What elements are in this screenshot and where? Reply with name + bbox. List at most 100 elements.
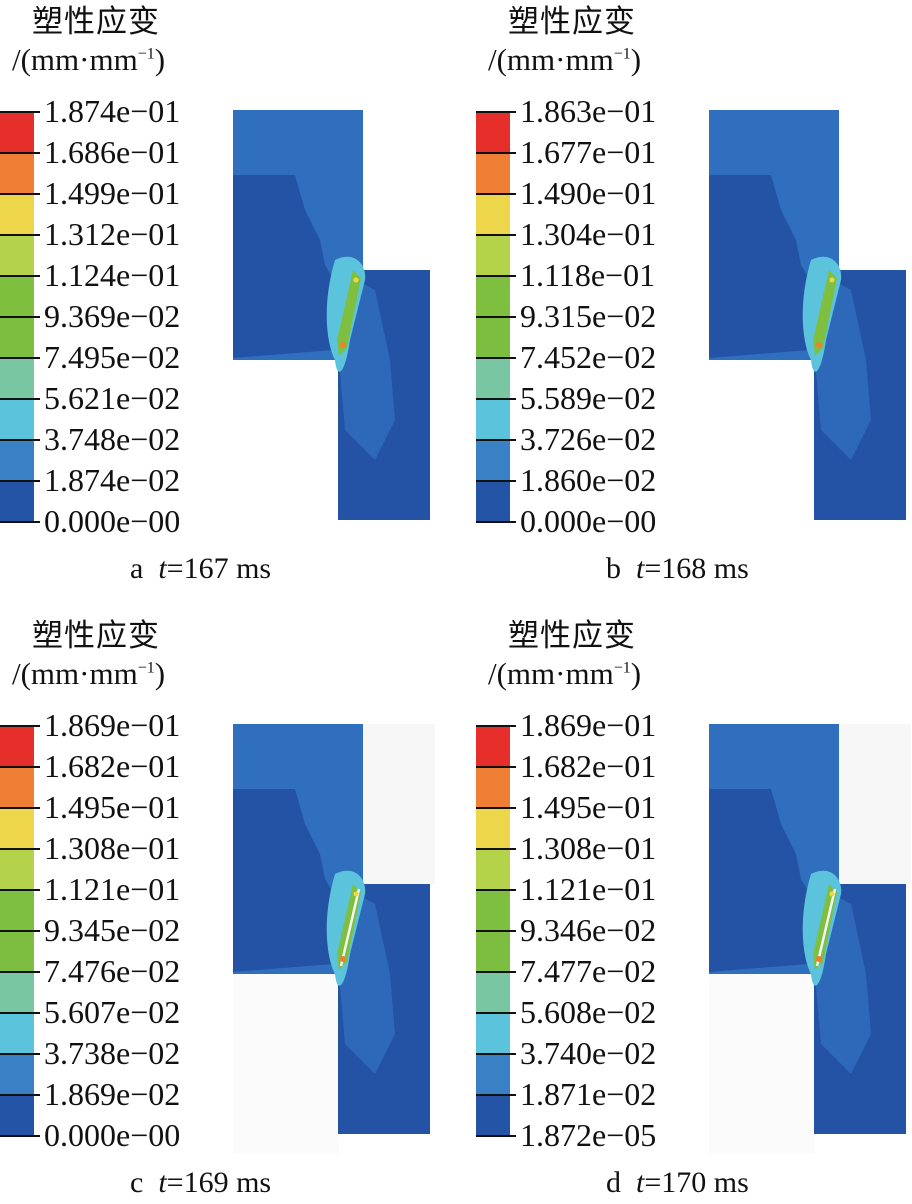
colorbar-tick xyxy=(0,807,40,809)
caption-time: =168 ms xyxy=(644,552,749,585)
colorbar-tick xyxy=(0,193,40,195)
legend-title: 塑性应变 xyxy=(32,618,160,654)
colorbar-band xyxy=(476,1013,510,1054)
colorbar-tick xyxy=(0,1053,40,1055)
low-strain-region xyxy=(709,789,819,972)
legend-unit: /(mm·mm−1) xyxy=(488,42,641,78)
peak-strain-spot xyxy=(816,342,822,348)
colorbar-tick xyxy=(476,848,516,850)
colorbar-tick xyxy=(0,848,40,850)
colorbar-label: 7.495e−02 xyxy=(44,339,181,375)
colorbar-label: 9.345e−02 xyxy=(44,912,181,948)
panel-caption: a t=167 ms xyxy=(130,552,271,586)
colorbar-band xyxy=(476,808,510,849)
shear-band-core xyxy=(813,270,837,356)
colorbar-label: 9.369e−02 xyxy=(44,298,181,334)
colorbar-label: 3.738e−02 xyxy=(44,1035,181,1071)
colorbar-label: 1.312e−01 xyxy=(44,216,181,252)
legend-unit: /(mm·mm−1) xyxy=(12,42,165,78)
panel-b: 塑性应变 /(mm·mm−1) 1.863e−01 1.677e−01 1.490e… xyxy=(476,0,912,590)
strain-contour-plot xyxy=(709,724,911,1154)
caption-letter: d xyxy=(606,1166,621,1199)
colorbar-band xyxy=(0,767,34,808)
colorbar-tick xyxy=(0,111,40,113)
caption-t: t xyxy=(158,552,167,585)
colorbar-band xyxy=(0,481,34,522)
colorbar-label: 1.871e−02 xyxy=(520,1076,657,1112)
colorbar-tick xyxy=(476,1094,516,1096)
colorbar-tick xyxy=(476,889,516,891)
colorbar-label: 3.740e−02 xyxy=(520,1035,657,1071)
colorbar-band xyxy=(476,481,510,522)
background-gap xyxy=(363,724,435,884)
colorbar-tick xyxy=(476,725,516,727)
colorbar-band xyxy=(0,726,34,767)
unit-text: /(mm·mm xyxy=(12,42,138,77)
legend-unit: /(mm·mm−1) xyxy=(12,656,165,692)
peak-strain-spot xyxy=(816,956,822,962)
colorbar-label: 1.495e−01 xyxy=(44,789,181,825)
unit-exponent: −1 xyxy=(137,659,155,677)
colorbar-label: 1.874e−01 xyxy=(44,93,181,129)
colorbar-label: 1.304e−01 xyxy=(520,216,657,252)
colorbar-label: 1.121e−01 xyxy=(520,871,657,907)
colorbar xyxy=(0,112,34,522)
colorbar-label: 1.118e−01 xyxy=(520,257,656,293)
peak-strain-spot xyxy=(829,277,835,283)
panel-caption: b t=168 ms xyxy=(606,552,749,586)
colorbar-band xyxy=(476,890,510,931)
colorbar-label: 7.452e−02 xyxy=(520,339,657,375)
peak-strain-spot xyxy=(829,891,835,897)
panel-c: 塑性应变 /(mm·mm−1) 1.869e−01 1.682e−01 1.495e… xyxy=(0,614,450,1204)
colorbar-tick xyxy=(0,1135,40,1137)
colorbar-tick xyxy=(476,439,516,441)
colorbar-label: 1.860e−02 xyxy=(520,462,657,498)
colorbar-tick xyxy=(0,439,40,441)
colorbar-label: 0.000e−00 xyxy=(44,1117,181,1153)
colorbar-label: 1.869e−02 xyxy=(44,1076,181,1112)
colorbar-tick xyxy=(476,193,516,195)
colorbar-band xyxy=(0,235,34,276)
colorbar xyxy=(476,112,510,522)
strain-contour-plot xyxy=(709,110,906,520)
colorbar-label: 7.476e−02 xyxy=(44,953,181,989)
colorbar-band xyxy=(0,276,34,317)
colorbar-band xyxy=(476,194,510,235)
colorbar-label: 1.495e−01 xyxy=(520,789,657,825)
colorbar-tick xyxy=(476,275,516,277)
colorbar-tick xyxy=(0,152,40,154)
colorbar-label: 1.872e−05 xyxy=(520,1117,657,1153)
unit-close: ) xyxy=(154,42,166,77)
colorbar xyxy=(476,726,510,1136)
colorbar-tick xyxy=(0,725,40,727)
low-strain-region xyxy=(233,175,343,358)
caption-letter: b xyxy=(606,552,621,585)
peak-strain-spot xyxy=(353,277,359,283)
colorbar-band xyxy=(0,317,34,358)
colorbar-tick xyxy=(476,971,516,973)
colorbar-band xyxy=(0,808,34,849)
colorbar-tick xyxy=(476,930,516,932)
caption-letter: c xyxy=(130,1166,144,1199)
colorbar-tick xyxy=(0,275,40,277)
shear-band-core xyxy=(337,270,361,356)
colorbar-tick xyxy=(0,234,40,236)
colorbar-band xyxy=(0,890,34,931)
colorbar-band xyxy=(476,358,510,399)
colorbar-band xyxy=(0,112,34,153)
colorbar-band xyxy=(476,153,510,194)
colorbar-tick xyxy=(476,111,516,113)
colorbar-band xyxy=(0,1054,34,1095)
colorbar-band xyxy=(0,972,34,1013)
unit-text: /(mm·mm xyxy=(488,42,614,77)
colorbar-label: 3.726e−02 xyxy=(520,421,657,457)
unit-exponent: −1 xyxy=(613,45,631,63)
colorbar-tick xyxy=(476,316,516,318)
colorbar-tick xyxy=(0,316,40,318)
peak-strain-spot xyxy=(340,956,346,962)
legend-title: 塑性应变 xyxy=(508,618,636,654)
colorbar-band xyxy=(0,849,34,890)
legend-title: 塑性应变 xyxy=(32,4,160,40)
colorbar-label: 1.677e−01 xyxy=(520,134,657,170)
colorbar-band xyxy=(476,1054,510,1095)
